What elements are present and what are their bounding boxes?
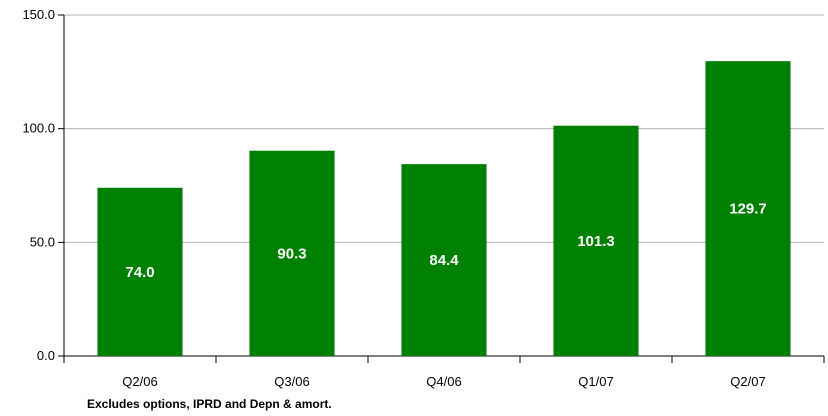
y-tick-label: 50.0 [30, 234, 55, 249]
bar-value-label: 129.7 [729, 201, 767, 218]
x-category-label: Q4/06 [426, 374, 461, 389]
bar [553, 125, 639, 356]
bar [97, 187, 183, 356]
x-category-label: Q2/06 [122, 374, 157, 389]
bar-value-label: 90.3 [277, 245, 306, 262]
axes: 0.0 50.0 100.0 150.0 [22, 7, 825, 363]
bars [97, 61, 791, 356]
labels: 74.0 Q2/06 90.3 Q3/06 84.4 Q4/06 101.3 Q1/07 129… [122, 201, 766, 389]
bar-value-label: 84.4 [429, 252, 459, 269]
bar-value-label: 101.3 [577, 233, 615, 250]
bar [249, 150, 335, 356]
x-category-label: Q2/07 [730, 374, 765, 389]
y-tick-label: 150.0 [22, 7, 55, 22]
y-tick-label: 0.0 [37, 348, 55, 363]
chart-footnote: Excludes options, IPRD and Depn & amort. [87, 397, 332, 411]
bar-value-label: 74.0 [125, 264, 154, 281]
x-category-label: Q1/07 [578, 374, 613, 389]
y-tick-label: 100.0 [22, 121, 55, 136]
bar [705, 61, 791, 356]
x-category-label: Q3/06 [274, 374, 309, 389]
bar [401, 164, 487, 356]
